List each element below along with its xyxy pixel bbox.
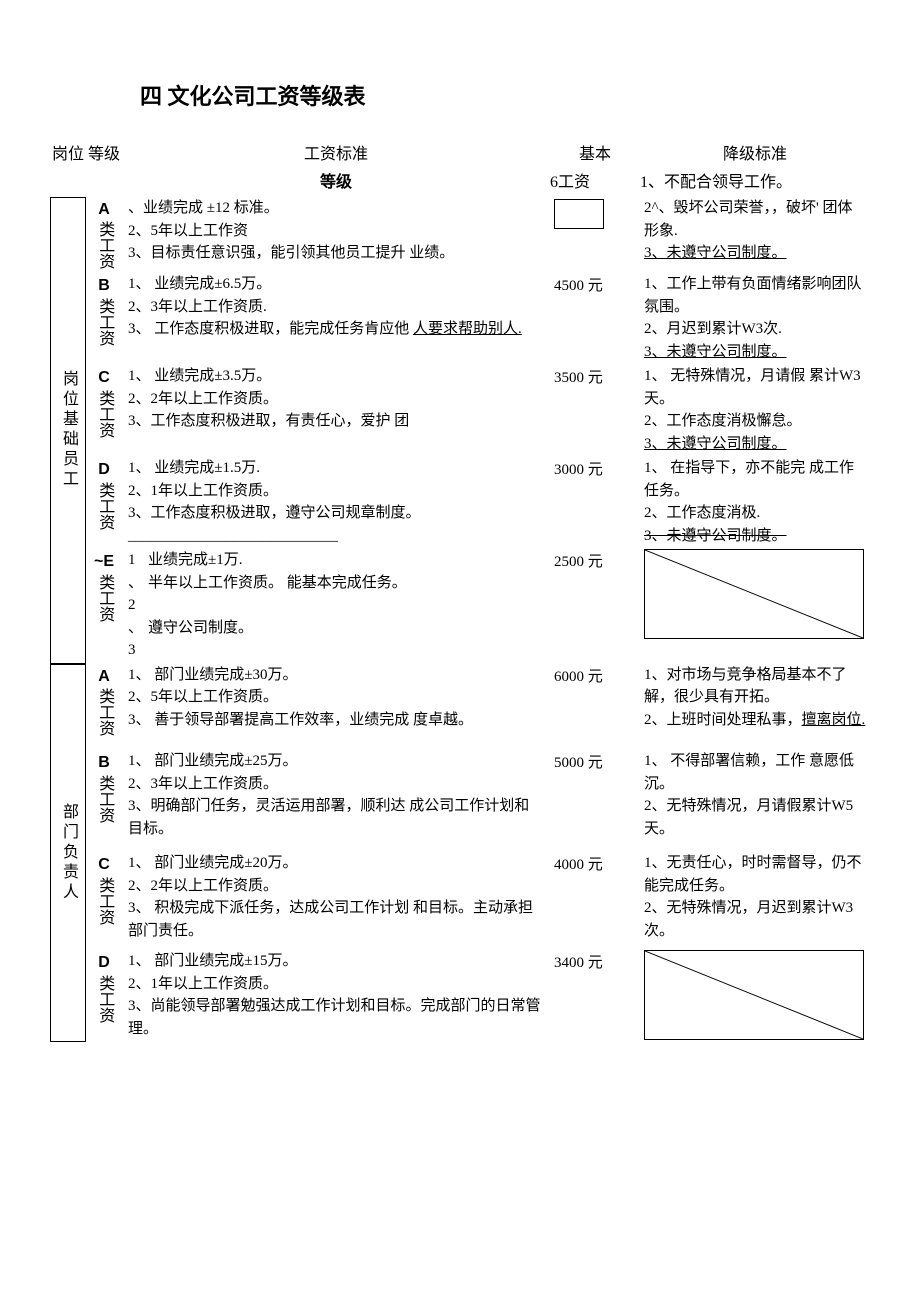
table-subheader: 等级 6工资 1、不配合领导工作。	[50, 171, 870, 195]
pos-base: 岗位基础员工	[50, 197, 86, 664]
table-row: A 类工资 、业绩完成 ±12 标准。 2、5年以上工作资 3、目标责任意识强，…	[86, 197, 870, 271]
small-box	[554, 199, 604, 229]
table-row: C 类工资 1、 部门业绩完成±20万。 2、2年以上工作资质。 3、 积极完成…	[86, 852, 870, 942]
down-cell: 1、无责任心，时时需督导，仍不能完成任务。 2、无特殊情况，月迟到累计W3次。	[640, 852, 870, 942]
hdr-down: 降级标准	[640, 143, 870, 167]
group-dept: 部门负责人 A 类工资 1、 部门业绩完成±30万。 2、5年以上工作资质。 3…	[50, 664, 870, 1042]
salary-cell: 6000 元	[550, 664, 640, 738]
salary-cell: 4500 元	[550, 273, 640, 363]
table-row: A 类工资 1、 部门业绩完成±30万。 2、5年以上工作资质。 3、 善于领导…	[86, 664, 870, 738]
grade-cell: A 类工资	[86, 197, 122, 271]
std-cell: 1、 部门业绩完成±20万。 2、2年以上工作资质。 3、 积极完成下派任务，达…	[122, 852, 550, 942]
table-header: 岗位 等级 工资标准 基本 降级标准	[50, 143, 870, 167]
grade-cell: C 类工资	[86, 852, 122, 942]
diagonal-box	[644, 549, 864, 639]
std-cell: 1、 业绩完成±6.5万。 2、3年以上工作资质. 3、 工作态度积极进取，能完…	[122, 273, 550, 363]
down-cell: 1、 在指导下，亦不能完 成工作任务。 2、工作态度消极. 3、未遵守公司制度。	[640, 457, 870, 547]
grade-cell: A 类工资	[86, 664, 122, 738]
salary-cell: 2500 元	[550, 549, 640, 662]
down-cell: 2^、毁坏公司荣誉，，破坏' 团体形象. 3、未遵守公司制度。	[640, 197, 870, 271]
salary-table: 岗位 等级 工资标准 基本 降级标准 等级 6工资 1、不配合领导工作。 岗位基…	[50, 143, 870, 1042]
sub-down-first: 1、不配合领导工作。	[640, 171, 870, 195]
pos-dept: 部门负责人	[50, 664, 86, 1042]
std-cell: 1、2、3 业绩完成±1万. 半年以上工作资质。 能基本完成任务。 遵守公司制度…	[122, 549, 550, 662]
grade-cell: D 类工资	[86, 457, 122, 547]
down-cell: 1、对市场与竞争格局基本不了解，很少具有开拓。 2、上班时间处理私事，擅离岗位.	[640, 664, 870, 738]
table-row: ~E 类工资 1、2、3 业绩完成±1万. 半年以上工作资质。 能基本完成任务。…	[86, 549, 870, 662]
std-cell: 1、 部门业绩完成±25万。 2、3年以上工作资质。 3、明确部门任务，灵活运用…	[122, 750, 550, 840]
table-row: D 类工资 1、 业绩完成±1.5万. 2、1年以上工作资质。 3、工作态度积极…	[86, 457, 870, 547]
hdr-pos: 岗位	[50, 143, 86, 167]
std-cell: 1、 业绩完成±3.5万。 2、2年以上工作资质。 3、工作态度积极进取，有责任…	[122, 365, 550, 455]
hdr-grade: 等级	[86, 143, 122, 167]
salary-cell: 3500 元	[550, 365, 640, 455]
hdr-salary: 基本	[550, 143, 640, 167]
down-cell	[640, 549, 870, 662]
grade-cell: B 类工资	[86, 750, 122, 840]
std-cell: 1、 业绩完成±1.5万. 2、1年以上工作资质。 3、工作态度积极进取，遵守公…	[122, 457, 550, 547]
table-row: D 类工资 1、 部门业绩完成±15万。 2、1年以上工作资质。 3、尚能领导部…	[86, 950, 870, 1040]
hdr-std: 工资标准	[122, 143, 550, 167]
grade-cell: D 类工资	[86, 950, 122, 1040]
grade-cell: C 类工资	[86, 365, 122, 455]
down-cell: 1、 无特殊情况，月请假 累计W3天。 2、工作态度消极懈怠。 3、未遵守公司制…	[640, 365, 870, 455]
salary-cell: 3400 元	[550, 950, 640, 1040]
group-base: 岗位基础员工 A 类工资 、业绩完成 ±12 标准。 2、5年以上工作资 3、目…	[50, 197, 870, 664]
down-cell: 1、 不得部署信赖，工作 意愿低沉。 2、无特殊情况，月请假累计W5天。	[640, 750, 870, 840]
salary-cell	[550, 197, 640, 271]
grade-cell: ~E 类工资	[86, 549, 122, 662]
down-cell: 1、工作上带有负面情绪影响团队氛围。 2、月迟到累计W3次. 3、未遵守公司制度…	[640, 273, 870, 363]
salary-cell: 5000 元	[550, 750, 640, 840]
std-cell: 1、 部门业绩完成±15万。 2、1年以上工作资质。 3、尚能领导部署勉强达成工…	[122, 950, 550, 1040]
page-title: 四 文化公司工资等级表	[140, 80, 870, 113]
std-cell: 1、 部门业绩完成±30万。 2、5年以上工作资质。 3、 善于领导部署提高工作…	[122, 664, 550, 738]
diagonal-box	[644, 950, 864, 1040]
sub-salary: 6工资	[550, 171, 640, 195]
grade-cell: B 类工资	[86, 273, 122, 363]
sub-std: 等级	[122, 171, 550, 195]
std-cell: 、业绩完成 ±12 标准。 2、5年以上工作资 3、目标责任意识强，能引领其他员…	[122, 197, 550, 271]
table-row: C 类工资 1、 业绩完成±3.5万。 2、2年以上工作资质。 3、工作态度积极…	[86, 365, 870, 455]
salary-cell: 3000 元	[550, 457, 640, 547]
down-cell	[640, 950, 870, 1040]
table-row: B 类工资 1、 部门业绩完成±25万。 2、3年以上工作资质。 3、明确部门任…	[86, 750, 870, 840]
salary-cell: 4000 元	[550, 852, 640, 942]
table-row: B 类工资 1、 业绩完成±6.5万。 2、3年以上工作资质. 3、 工作态度积…	[86, 273, 870, 363]
